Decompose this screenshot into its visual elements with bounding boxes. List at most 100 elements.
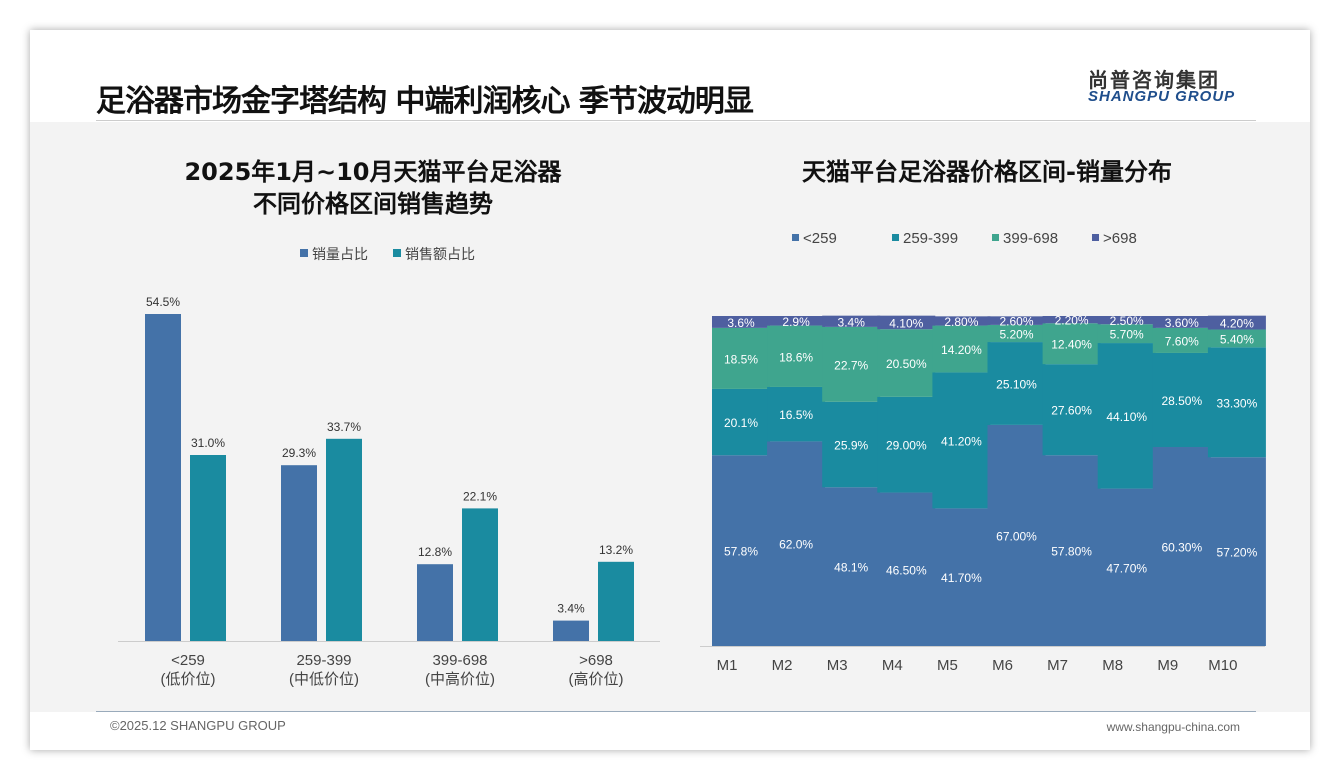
stacked-bar-segment	[1042, 455, 1101, 646]
stacked-bar-segment	[932, 325, 991, 373]
bar	[417, 564, 453, 641]
x-tick-label: M2	[772, 657, 793, 674]
data-label: 2.80%	[944, 315, 978, 329]
stacked-bar-segment	[712, 327, 770, 389]
data-label: 25.9%	[834, 439, 868, 453]
data-label: 18.5%	[724, 352, 758, 366]
stacked-bar-segment	[1152, 316, 1211, 328]
footer-divider	[96, 711, 1256, 712]
stacked-bar-segment	[1097, 343, 1156, 489]
stacked-bar-segment	[822, 487, 881, 646]
data-label: 41.20%	[941, 434, 982, 448]
x-tick-label: 259-399	[296, 652, 351, 669]
data-label: 29.3%	[282, 446, 316, 460]
data-label: 2.60%	[999, 315, 1033, 329]
data-label: 31.0%	[191, 436, 225, 450]
data-label: 2.9%	[782, 315, 810, 329]
bar	[281, 465, 317, 641]
stacked-bar-segment	[932, 508, 991, 646]
data-label: 44.10%	[1106, 410, 1147, 424]
data-label: 48.1%	[834, 561, 868, 575]
stacked-bar-segment	[712, 388, 770, 456]
x-tick-label: M5	[937, 657, 958, 674]
stacked-bar-segment	[987, 324, 1046, 343]
data-label: 5.40%	[1220, 332, 1254, 346]
data-label: 33.30%	[1217, 396, 1258, 410]
legend-swatch	[393, 249, 401, 257]
legend-label: 销量占比	[312, 246, 368, 262]
data-label: 7.60%	[1165, 334, 1199, 348]
data-label: 41.70%	[941, 571, 982, 585]
stacked-bar-segment	[822, 401, 881, 488]
x-tick-label: <259	[171, 652, 205, 669]
x-tick-label: 399-698	[432, 652, 487, 669]
stacked-bar-segment	[712, 316, 770, 328]
data-label: 12.8%	[418, 545, 452, 559]
data-label: 3.6%	[727, 316, 755, 330]
data-label: 67.00%	[996, 529, 1037, 543]
x-tick-label: >698	[579, 652, 613, 669]
page-title: 足浴器市场金字塔结构 中端利润核心 季节波动明显	[96, 84, 754, 119]
data-label: 14.20%	[941, 343, 982, 357]
stacked-bar-segment	[1097, 316, 1156, 325]
x-tick-label: M9	[1157, 657, 1178, 674]
bar	[145, 314, 181, 641]
stacked-bar-segment	[987, 342, 1046, 425]
stacked-bar-segment	[1152, 352, 1211, 448]
bar	[190, 455, 226, 641]
x-tick-label: M6	[992, 657, 1013, 674]
data-label: 57.80%	[1051, 545, 1092, 559]
legend-label: <259	[803, 230, 837, 247]
stacked-bar-segment	[1207, 315, 1266, 330]
legend-swatch	[992, 234, 999, 241]
stacked-bar-segment	[877, 329, 936, 397]
data-label: 13.2%	[599, 543, 633, 557]
bar	[553, 620, 589, 641]
data-label: 2.50%	[1110, 314, 1144, 328]
chart1-title: 不同价格区间销售趋势	[253, 190, 493, 218]
stacked-bar-segment	[987, 316, 1046, 325]
data-label: 4.10%	[889, 316, 923, 330]
data-label: 54.5%	[146, 295, 180, 309]
stacked-bar-segment	[1042, 364, 1101, 456]
x-tick-label: M3	[827, 657, 848, 674]
x-tick-sublabel: (高价位)	[569, 671, 624, 688]
data-label: 47.70%	[1106, 561, 1147, 575]
x-tick-label: M1	[717, 657, 738, 674]
data-label: 3.4%	[838, 315, 866, 329]
data-label: 57.8%	[724, 545, 758, 559]
stacked-bar-segment	[877, 315, 936, 330]
stacked-bar-segment	[1207, 329, 1266, 348]
stacked-bar-segment	[1207, 347, 1266, 458]
x-tick-sublabel: (中高价位)	[425, 671, 495, 688]
stacked-bar-segment	[822, 315, 881, 327]
stacked-bar-segment	[1207, 457, 1266, 646]
data-label: 20.50%	[886, 357, 927, 371]
data-label: 46.50%	[886, 563, 927, 577]
stacked-bar-segment	[1152, 327, 1211, 353]
x-tick-label: M4	[882, 657, 903, 674]
stacked-bar-segment	[767, 441, 826, 646]
stacked-bar-segment	[932, 316, 991, 326]
x-tick-label: M8	[1102, 657, 1123, 674]
legend-label: 399-698	[1003, 230, 1058, 247]
stacked-bar-segment	[767, 386, 826, 442]
stacked-bar-segment	[1042, 323, 1101, 365]
logo-text-cn: 尚普咨询集团	[1088, 68, 1220, 92]
stacked-bar-segment	[1097, 488, 1156, 646]
x-tick-label: M7	[1047, 657, 1068, 674]
stacked-bar-segment	[767, 325, 826, 387]
stacked-bar-segment	[877, 492, 936, 646]
data-label: 2.20%	[1055, 314, 1089, 328]
bar	[326, 438, 362, 641]
data-label: 5.20%	[999, 327, 1033, 341]
data-label: 27.60%	[1051, 404, 1092, 418]
stacked-bar-segment	[1152, 447, 1211, 646]
data-label: 22.7%	[834, 358, 868, 372]
stacked-bar-segment	[932, 372, 991, 509]
legend-label: 销售额占比	[405, 246, 475, 262]
stacked-bar-segment	[822, 326, 881, 402]
divider	[96, 120, 1256, 121]
legend-label: 259-399	[903, 230, 958, 247]
